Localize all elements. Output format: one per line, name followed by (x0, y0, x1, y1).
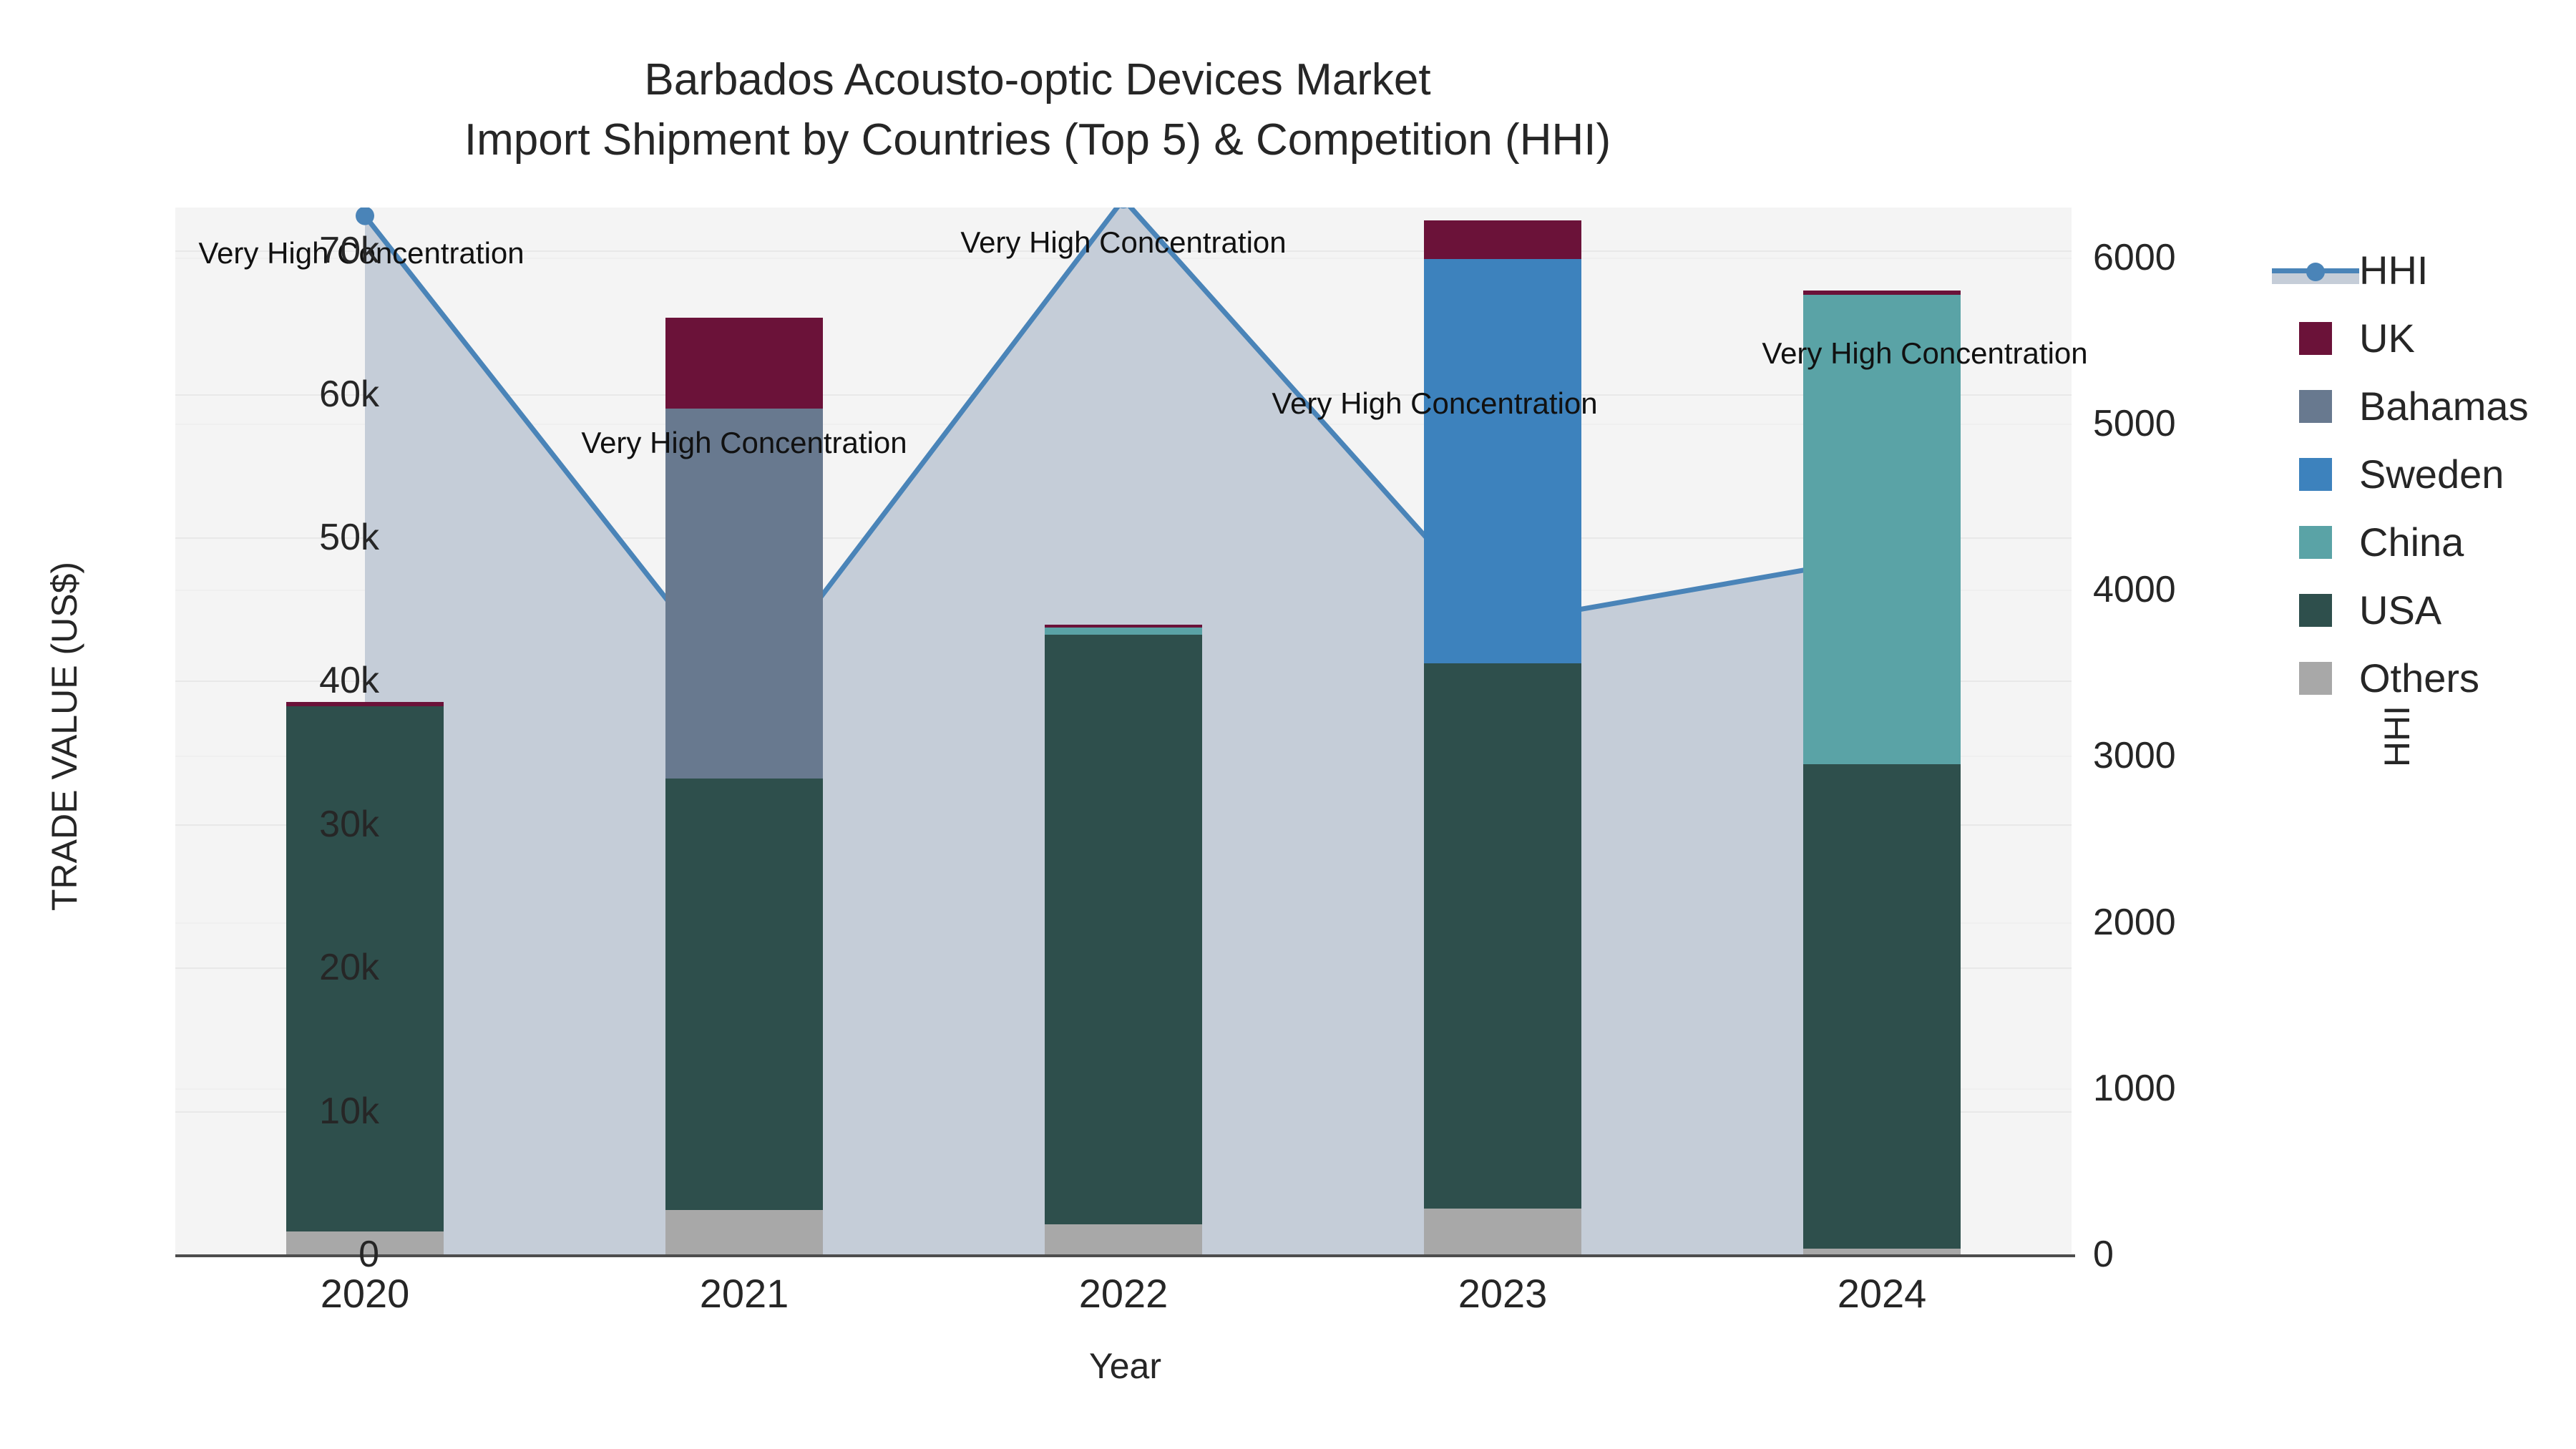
legend-marker-dot (2306, 262, 2325, 281)
legend: HHI UK Bahamas Sweden China USA Others (2272, 236, 2529, 712)
hhi-annotation-2020: Very High Concentration (198, 236, 525, 270)
hhi-annotation-2024: Very High Concentration (1762, 336, 2088, 370)
legend-label: China (2359, 519, 2464, 565)
legend-label: Others (2359, 655, 2480, 701)
y-axis-right-tick-label: 5000 (2093, 402, 2176, 444)
legend-label: Sweden (2359, 452, 2504, 497)
chart-title-line-1: Barbados Acousto-optic Devices Market (644, 55, 1431, 104)
bar-segment-bahamas[interactable] (665, 408, 823, 779)
hhi-annotation-2021: Very High Concentration (581, 426, 907, 459)
y-axis-left-tick-label: 50k (319, 516, 379, 558)
y-axis-left-tick-label: 20k (319, 947, 379, 989)
legend-label: HHI (2359, 248, 2429, 293)
hhi-point-marker[interactable] (356, 208, 374, 225)
x-axis-tick-label-2023: 2023 (1458, 1271, 1548, 1316)
y-axis-left-tick-label: 30k (319, 803, 379, 845)
legend-item-bahamas[interactable]: Bahamas (2272, 372, 2529, 440)
legend-item-china[interactable]: China (2272, 508, 2529, 576)
bar-segment-china[interactable] (1045, 628, 1202, 635)
y-axis-right-tick-label: 0 (2093, 1234, 2114, 1275)
bar-segment-others[interactable] (665, 1209, 823, 1256)
bar-segment-others[interactable] (1424, 1208, 1581, 1256)
x-axis-tick-label-2022: 2022 (1078, 1271, 1169, 1316)
legend-item-sweden[interactable]: Sweden (2272, 440, 2529, 508)
chart-title-line-2: Import Shipment by Countries (Top 5) & C… (464, 115, 1611, 165)
legend-swatch-icon (2299, 593, 2332, 627)
bar-segment-usa[interactable] (665, 778, 823, 1210)
bar-segment-uk[interactable] (665, 318, 823, 409)
y-axis-left-tick-label: 0 (358, 1234, 379, 1275)
y-axis-left-label: TRADE VALUE (US$) (44, 561, 84, 912)
bar-segment-usa[interactable] (1045, 635, 1202, 1224)
legend-swatch-icon (2299, 661, 2332, 695)
legend-item-uk[interactable]: UK (2272, 304, 2529, 372)
legend-line-marker-icon (2272, 254, 2359, 287)
y-axis-right-tick-label: 1000 (2093, 1067, 2176, 1109)
legend-swatch-icon (2299, 321, 2332, 355)
legend-label: USA (2359, 587, 2442, 633)
x-axis-label: Year (1088, 1346, 1162, 1386)
y-axis-left-tick-label: 70k (319, 230, 379, 272)
bar-segment-others[interactable] (1803, 1248, 1961, 1256)
plot-area: Very High Concentration Very High Concent… (175, 208, 2088, 1256)
y-axis-right-tick-label: 6000 (2093, 236, 2176, 278)
y-axis-right-tick-label: 4000 (2093, 569, 2176, 611)
y-axis-left-tick-label: 10k (319, 1090, 379, 1132)
gridline (175, 423, 2072, 425)
bar-stack-2020[interactable] (286, 702, 444, 1256)
gridline (175, 590, 2072, 592)
bar-segment-uk[interactable] (286, 702, 444, 707)
x-axis-line (175, 1254, 2075, 1257)
legend-item-hhi[interactable]: HHI (2272, 236, 2529, 304)
bar-segment-usa[interactable] (1424, 663, 1581, 1209)
y-axis-right-tick-label: 3000 (2093, 735, 2176, 777)
chart-title: Barbados Acousto-optic Devices Market Im… (0, 50, 2075, 170)
bar-segment-others[interactable] (286, 1231, 444, 1256)
bar-stack-2022[interactable] (1045, 625, 1202, 1256)
bar-stack-2024[interactable] (1803, 291, 1961, 1256)
legend-label: UK (2359, 316, 2415, 361)
bar-segment-uk[interactable] (1803, 291, 1961, 296)
x-axis-tick-label-2024: 2024 (1837, 1271, 1927, 1316)
gridline (175, 537, 2072, 539)
bar-segment-sweden[interactable] (1424, 259, 1581, 664)
bar-segment-uk[interactable] (1045, 625, 1202, 628)
hhi-annotation-2022: Very High Concentration (960, 225, 1287, 259)
x-axis-tick-label-2021: 2021 (699, 1271, 789, 1316)
legend-item-others[interactable]: Others (2272, 644, 2529, 712)
hhi-annotation-2023: Very High Concentration (1272, 386, 1598, 420)
legend-item-usa[interactable]: USA (2272, 576, 2529, 644)
legend-label: Bahamas (2359, 384, 2529, 429)
y-axis-left-tick-label: 40k (319, 660, 379, 702)
y-axis-right-tick-label: 2000 (2093, 901, 2176, 943)
x-axis-tick-label-2020: 2020 (320, 1271, 410, 1316)
legend-swatch-icon (2299, 457, 2332, 491)
legend-swatch-icon (2299, 525, 2332, 559)
bar-stack-2021[interactable] (665, 318, 823, 1256)
legend-swatch-icon (2299, 389, 2332, 423)
bar-segment-others[interactable] (1045, 1224, 1202, 1256)
bar-segment-usa[interactable] (1803, 763, 1961, 1249)
gridline (175, 394, 2072, 396)
bar-stack-2023[interactable] (1424, 220, 1581, 1256)
bar-segment-china[interactable] (1803, 295, 1961, 764)
bar-segment-uk[interactable] (1424, 220, 1581, 260)
bar-segment-usa[interactable] (286, 706, 444, 1231)
y-axis-left-tick-label: 60k (319, 373, 379, 415)
